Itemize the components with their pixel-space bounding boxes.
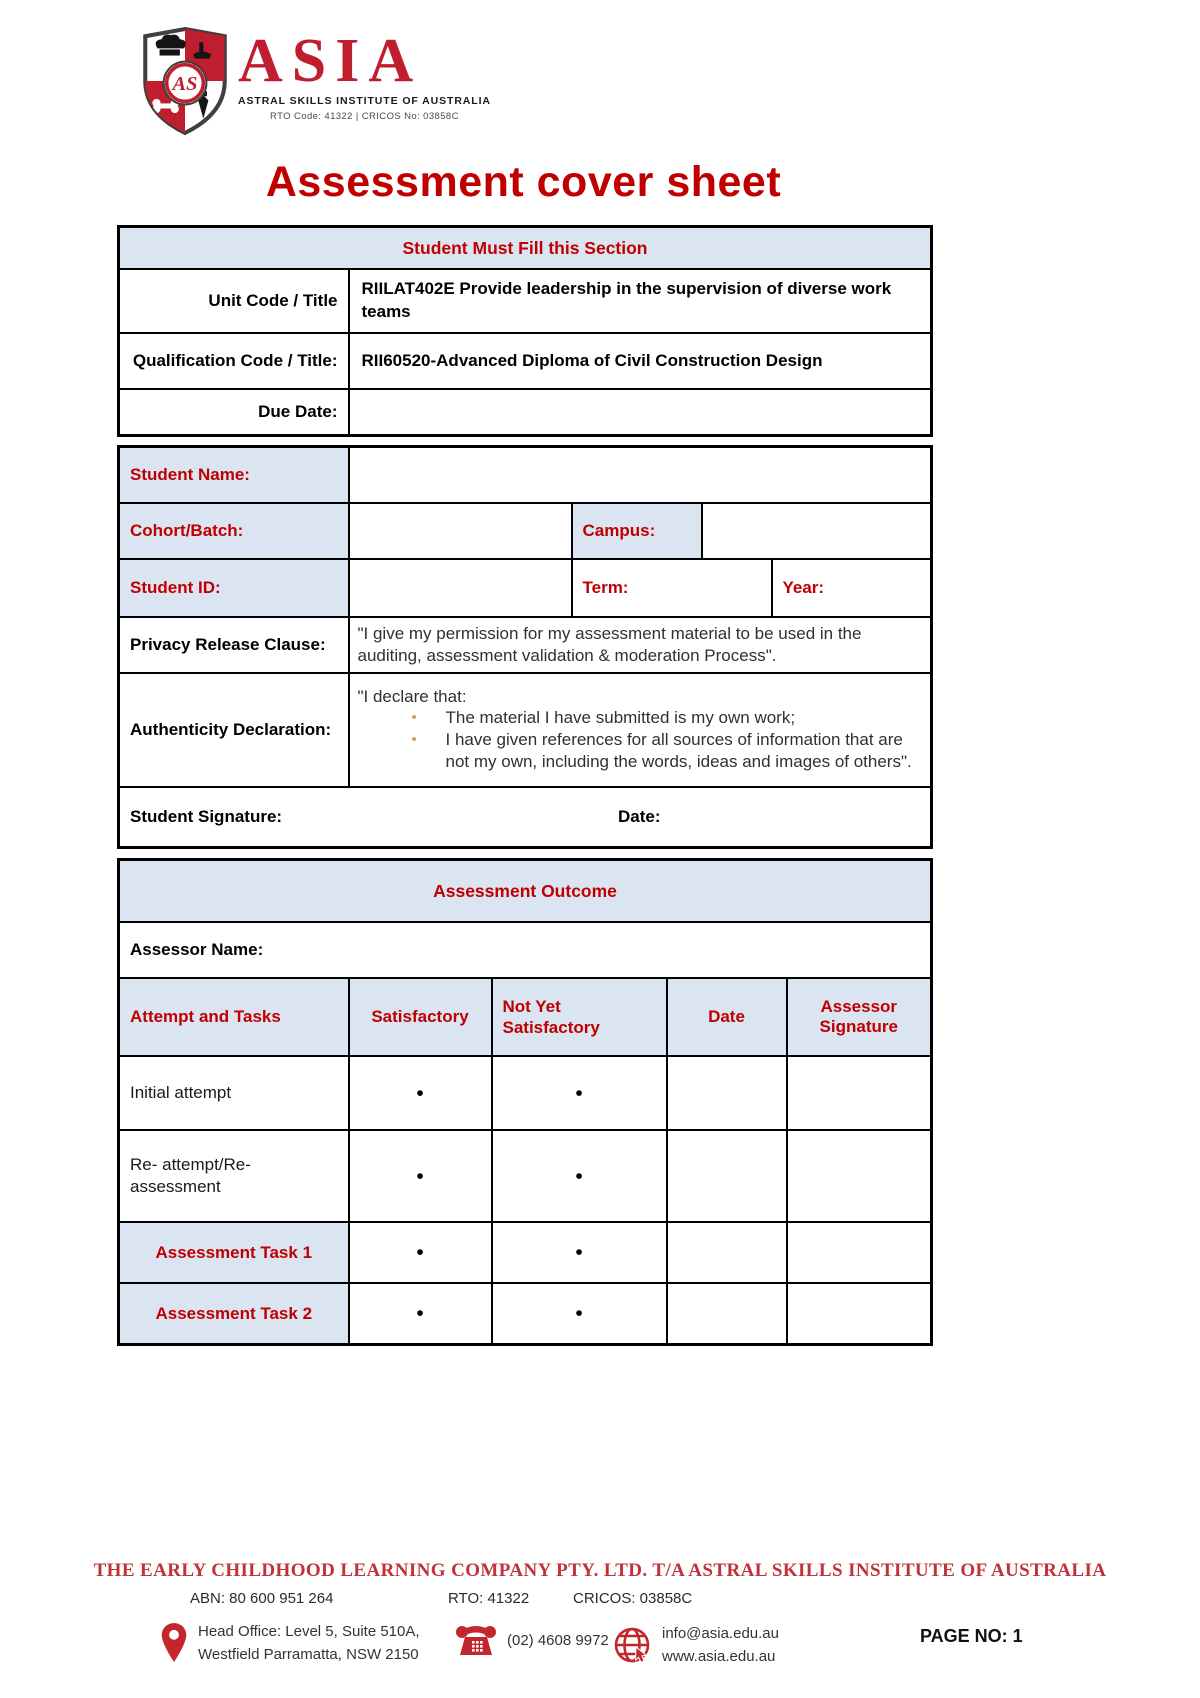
col-attempt-tasks: Attempt and Tasks: [117, 977, 350, 1057]
outcome-row-reattempt: Re- attempt/Re-assessment • •: [117, 1129, 933, 1223]
authenticity-label: Authenticity Declaration:: [117, 672, 350, 788]
footer-phone: (02) 4608 9972: [455, 1624, 609, 1658]
location-pin-icon: [161, 1623, 187, 1663]
signature-row: Student Signature: Date:: [121, 789, 930, 846]
page-title: Assessment cover sheet: [265, 158, 782, 206]
declaration-intro: "I declare that:: [357, 686, 467, 706]
col-assessor-signature: Assessor Signature: [785, 977, 933, 1057]
footer-abn: ABN: 80 600 951 264: [190, 1590, 334, 1607]
shield-crest-icon: AS: [143, 26, 227, 136]
term-label: Term:: [570, 558, 773, 618]
col-not-yet-satisfactory: Not Yet Satisfactory: [490, 977, 668, 1057]
footer-email: info@asia.edu.au: [662, 1625, 779, 1642]
assessor-name-label: Assessor Name:: [117, 921, 933, 979]
page-number: PAGE NO: 1: [920, 1626, 1023, 1646]
student-signature-label: Student Signature:: [130, 807, 283, 826]
signature-cell: [785, 1221, 933, 1284]
student-fill-section-table: Student Must Fill this Section Unit Code…: [117, 225, 933, 437]
cohort-value: [347, 502, 573, 560]
logo-monogram: AS: [171, 73, 198, 95]
cohort-label: Cohort/Batch:: [117, 502, 350, 560]
footer-registration-codes: ABN: 80 600 951 264 RTO: 41322 CRICOS: 0…: [0, 1590, 1200, 1612]
not-yet-satisfactory-mark: •: [490, 1129, 668, 1223]
student-details-table: Student Name: Cohort/Batch: Campus: Stud…: [117, 445, 933, 849]
footer-address: Head Office: Level 5, Suite 510A, Westfi…: [160, 1620, 420, 1667]
row-label: Initial attempt: [117, 1055, 350, 1131]
signature-cell: [785, 1055, 933, 1131]
unit-code-label: Unit Code / Title: [117, 268, 350, 334]
student-id-value: [347, 558, 573, 618]
outcome-row-task1: Assessment Task 1 • •: [117, 1221, 933, 1284]
declaration-bullet-2: • I have given references for all source…: [406, 729, 923, 773]
logo-rto-cricos: RTO Code: 41322 | CRICOS No: 03858C: [270, 111, 459, 122]
footer-web: info@asia.edu.au www.asia.edu.au: [612, 1622, 779, 1669]
qualification-label: Qualification Code / Title:: [117, 332, 350, 390]
outcome-row-task2: Assessment Task 2 • •: [117, 1282, 933, 1346]
logo-subtitle: ASTRAL SKILLS INSTITUTE OF AUSTRALIA: [238, 95, 491, 107]
satisfactory-mark: •: [347, 1129, 493, 1223]
campus-value: [700, 502, 933, 560]
declaration-bullet-1: • The material I have submitted is my ow…: [406, 707, 923, 729]
logo-wordmark: ASIA: [238, 27, 423, 95]
footer-rto: RTO: 41322: [448, 1590, 530, 1607]
outcome-row-initial: Initial attempt • •: [117, 1055, 933, 1131]
due-date-label: Due Date:: [117, 388, 350, 437]
privacy-clause-label: Privacy Release Clause:: [117, 616, 350, 674]
globe-icon: [614, 1627, 650, 1664]
row-label: Re- attempt/Re-assessment: [117, 1129, 350, 1223]
logo-text-block: ASIA ASTRAL SKILLS INSTITUTE OF AUSTRALI…: [238, 26, 491, 122]
signature-cell: [785, 1129, 933, 1223]
unit-code-value: RIILAT402E Provide leadership in the sup…: [347, 268, 933, 334]
row-label: Assessment Task 2: [117, 1282, 350, 1346]
not-yet-satisfactory-mark: •: [490, 1282, 668, 1346]
address-line-2: Westfield Parramatta, NSW 2150: [198, 1646, 419, 1664]
student-id-label: Student ID:: [117, 558, 350, 618]
year-label: Year:: [770, 558, 933, 618]
signature-cell: [785, 1282, 933, 1346]
satisfactory-mark: •: [347, 1055, 493, 1131]
footer-website: www.asia.edu.au: [662, 1648, 776, 1666]
date-cell: [665, 1282, 788, 1346]
satisfactory-mark: •: [347, 1282, 493, 1346]
col-date: Date: [665, 977, 788, 1057]
qualification-value: RII60520-Advanced Diploma of Civil Const…: [347, 332, 933, 390]
outcome-header: Assessment Outcome: [117, 858, 933, 923]
section1-header: Student Must Fill this Section: [117, 225, 933, 270]
assessment-outcome-table: Assessment Outcome Assessor Name: Attemp…: [117, 858, 934, 1346]
telephone-icon: [456, 1626, 496, 1655]
footer-cricos: CRICOS: 03858C: [573, 1590, 693, 1607]
privacy-clause-text: "I give my permission for my assessment …: [347, 616, 933, 674]
date-cell: [665, 1055, 788, 1131]
institute-logo: AS ASIA ASTRAL SKILLS INSTITUTE OF AUSTR…: [140, 26, 491, 136]
campus-label: Campus:: [570, 502, 703, 560]
footer-company-name: THE EARLY CHILDHOOD LEARNING COMPANY PTY…: [93, 1560, 1107, 1581]
due-date-value: [347, 388, 933, 437]
date-label: Date:: [618, 807, 661, 826]
bullet-icon: •: [411, 730, 417, 748]
not-yet-satisfactory-mark: •: [490, 1221, 668, 1284]
page-footer: THE EARLY CHILDHOOD LEARNING COMPANY PTY…: [0, 1560, 1200, 1680]
satisfactory-mark: •: [347, 1221, 493, 1284]
date-cell: [665, 1221, 788, 1284]
phone-number: (02) 4608 9972: [507, 1632, 609, 1650]
address-line-1: Head Office: Level 5, Suite 510A,: [198, 1623, 420, 1640]
col-satisfactory: Satisfactory: [347, 977, 493, 1057]
footer-contacts: Head Office: Level 5, Suite 510A, Westfi…: [0, 1620, 1200, 1680]
row-label: Assessment Task 1: [117, 1221, 350, 1284]
not-yet-satisfactory-mark: •: [490, 1055, 668, 1131]
student-name-value: [347, 445, 933, 504]
student-name-label: Student Name:: [117, 445, 350, 504]
bullet-icon: •: [411, 708, 417, 726]
authenticity-declaration: "I declare that: • The material I have s…: [347, 672, 933, 788]
date-cell: [665, 1129, 788, 1223]
